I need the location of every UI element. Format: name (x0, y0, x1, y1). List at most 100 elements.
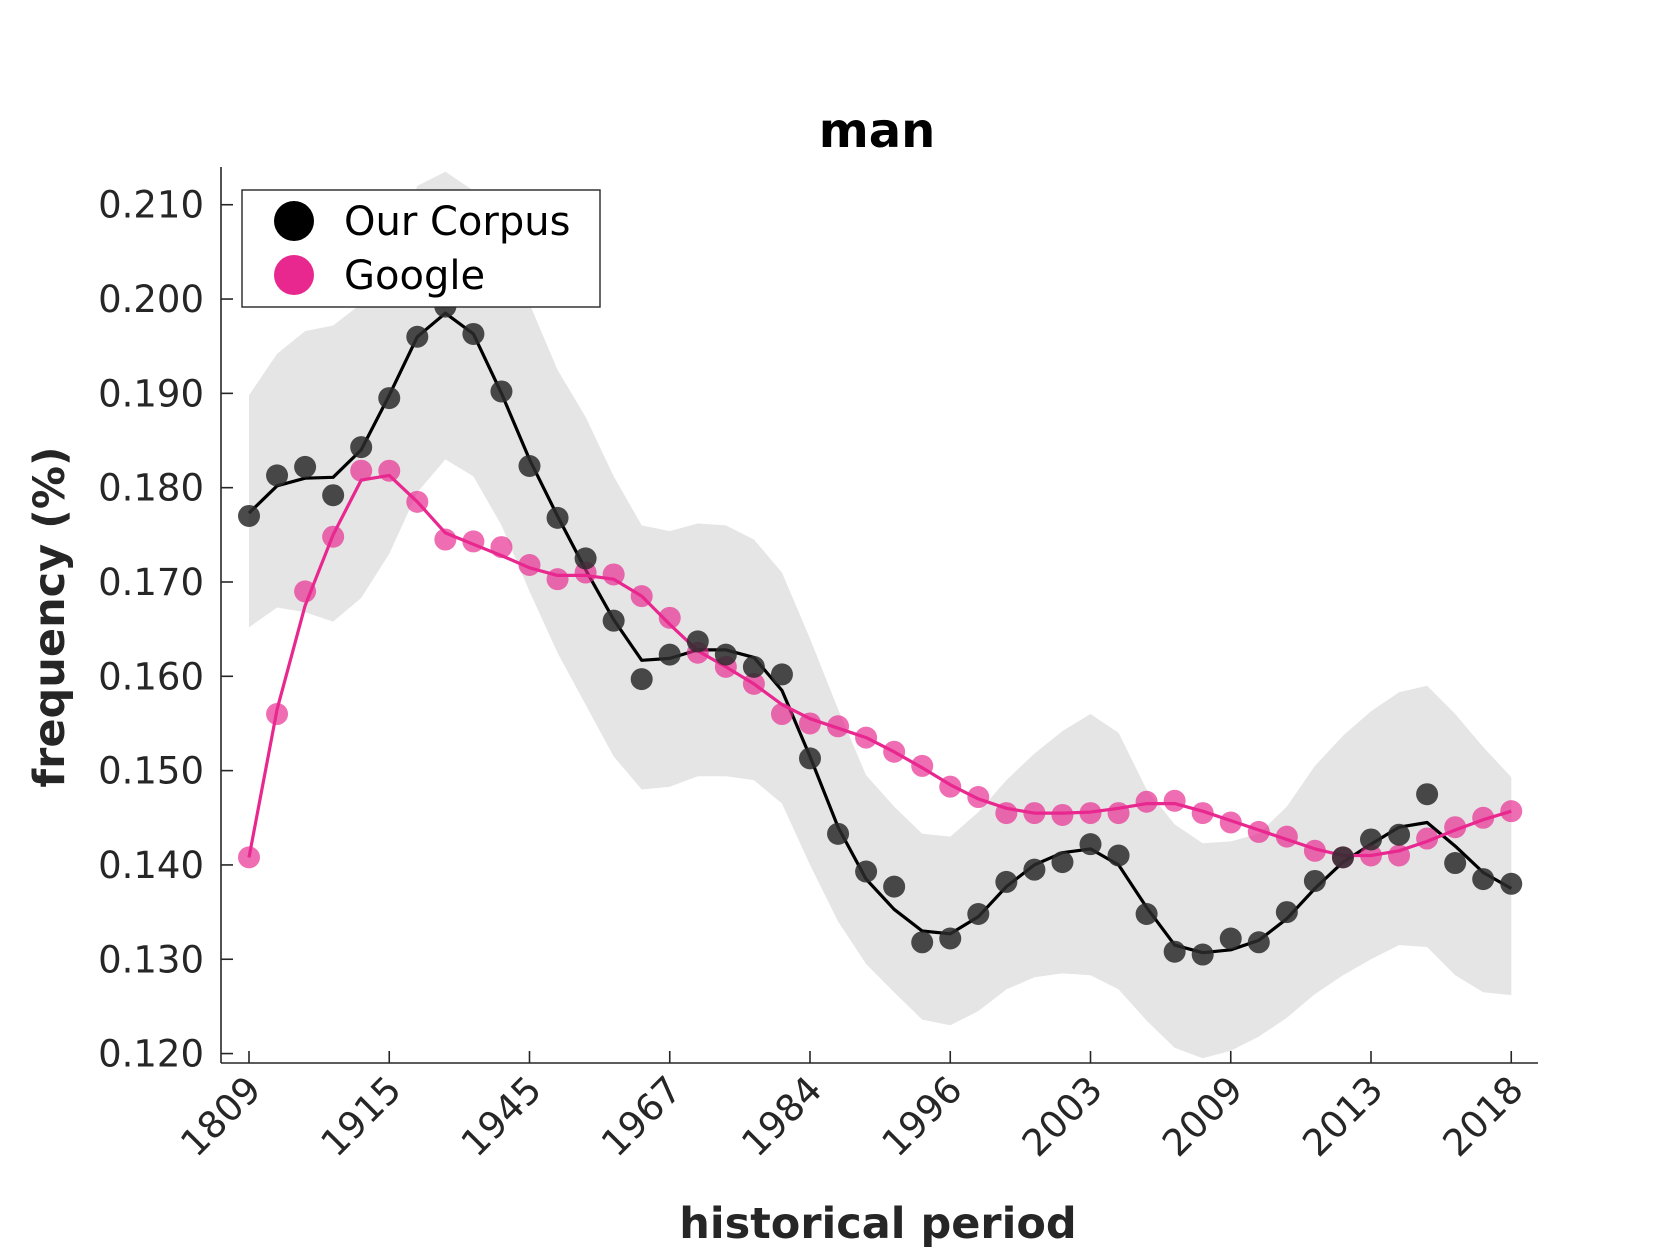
y-ticks: 0.120 0.130 0.140 0.150 0.160 0.170 0.180 0.190… (98, 184, 233, 1076)
x-tick-label: 1945 (453, 1068, 550, 1165)
google-point (1191, 802, 1214, 825)
google-point (406, 490, 429, 513)
our-corpus-point (1416, 783, 1439, 806)
google-point (350, 459, 373, 482)
google-point (1051, 803, 1074, 826)
google-point (742, 672, 765, 695)
our-corpus-point (1303, 869, 1326, 892)
our-corpus-point (490, 380, 513, 403)
legend-label-our-corpus: Our Corpus (344, 199, 570, 245)
google-point (378, 459, 401, 482)
x-tick-label: 1967 (593, 1068, 690, 1165)
y-tick-label: 0.130 (98, 938, 204, 981)
our-corpus-point (1163, 940, 1186, 963)
google-point (294, 580, 317, 603)
x-tick-label: 1984 (733, 1068, 830, 1165)
google-point (855, 726, 878, 749)
our-corpus-point (1444, 852, 1467, 875)
y-tick-label: 0.120 (98, 1033, 204, 1076)
our-corpus-point (939, 927, 962, 950)
google-point (799, 712, 821, 735)
our-corpus-point (1079, 833, 1102, 856)
our-corpus-point (1247, 931, 1270, 954)
corpus-points-layer (238, 295, 1523, 966)
our-corpus-point (518, 454, 541, 477)
legend-marker-google (274, 255, 314, 295)
google-point (1472, 806, 1495, 829)
our-corpus-point (602, 609, 625, 632)
our-corpus-point (1023, 858, 1046, 881)
google-point (995, 802, 1018, 825)
chart-title: man (819, 103, 936, 159)
our-corpus-point (1219, 927, 1242, 950)
y-tick-label: 0.140 (98, 844, 204, 887)
legend-marker-our-corpus (274, 201, 314, 241)
x-tick-label: 1915 (313, 1068, 410, 1165)
google-point (1388, 844, 1411, 867)
y-tick-label: 0.160 (98, 655, 204, 698)
our-corpus-point (1388, 823, 1411, 846)
y-tick-label: 0.180 (98, 467, 204, 510)
our-corpus-point (1051, 851, 1074, 874)
axes (220, 167, 1538, 1064)
our-corpus-point (322, 484, 345, 507)
our-corpus-point (1360, 828, 1382, 851)
our-corpus-point (574, 547, 597, 570)
our-corpus-point (714, 643, 737, 666)
google-point (1219, 811, 1242, 834)
our-corpus-point (883, 875, 906, 898)
google-point (658, 606, 681, 629)
y-tick-label: 0.200 (98, 278, 204, 321)
google-point (770, 703, 793, 726)
our-corpus-point (406, 325, 429, 348)
our-corpus-point (742, 655, 765, 678)
series-line-layer (247, 311, 1513, 955)
our-corpus-point (827, 822, 850, 845)
our-corpus-point (686, 630, 709, 653)
legend-label-google: Google (344, 253, 485, 299)
our-corpus-point (1107, 844, 1130, 867)
our-corpus-point (1472, 868, 1495, 891)
our-corpus-point (967, 902, 990, 925)
google-point (1135, 790, 1158, 813)
our-corpus-point (630, 668, 653, 691)
google-point (939, 775, 962, 798)
our-corpus-point (1275, 901, 1298, 924)
our-corpus-point (378, 387, 401, 410)
google-point (602, 563, 625, 586)
our-corpus-point (238, 504, 260, 527)
y-axis-label: frequency (%) (25, 446, 75, 787)
google-point (266, 703, 289, 726)
y-tick-label: 0.190 (98, 372, 204, 415)
our-corpus-point (1135, 902, 1158, 925)
our-corpus-point (546, 506, 569, 529)
our-corpus-trend-line (247, 311, 1513, 955)
x-tick-label: 2003 (1014, 1068, 1111, 1165)
our-corpus-point (855, 860, 878, 883)
our-corpus-point (1500, 872, 1523, 895)
google-point (434, 528, 457, 551)
google-point (1023, 802, 1046, 825)
x-ticks: 1809 1915 1945 1967 1984 1996 2003 2009 2013 2018 (172, 1051, 1532, 1165)
google-point (462, 530, 485, 553)
x-tick-label: 2018 (1435, 1068, 1532, 1165)
our-corpus-point (658, 643, 681, 666)
google-trend-line (247, 473, 1512, 858)
google-point (322, 525, 345, 548)
google-point (911, 754, 934, 777)
our-corpus-point (350, 436, 373, 459)
google-point (518, 554, 541, 577)
google-point (1247, 820, 1270, 843)
google-point (1303, 839, 1326, 862)
google-point (490, 536, 513, 559)
google-point (1444, 816, 1467, 839)
our-corpus-point (911, 931, 934, 954)
our-corpus-point (799, 747, 821, 770)
x-tick-label: 2013 (1294, 1068, 1391, 1165)
confidence-band-layer (249, 171, 1512, 1059)
x-tick-label: 1996 (874, 1068, 971, 1165)
our-corpus-confidence-band (249, 171, 1512, 1059)
google-point (1275, 825, 1298, 848)
google-point (1107, 802, 1130, 825)
